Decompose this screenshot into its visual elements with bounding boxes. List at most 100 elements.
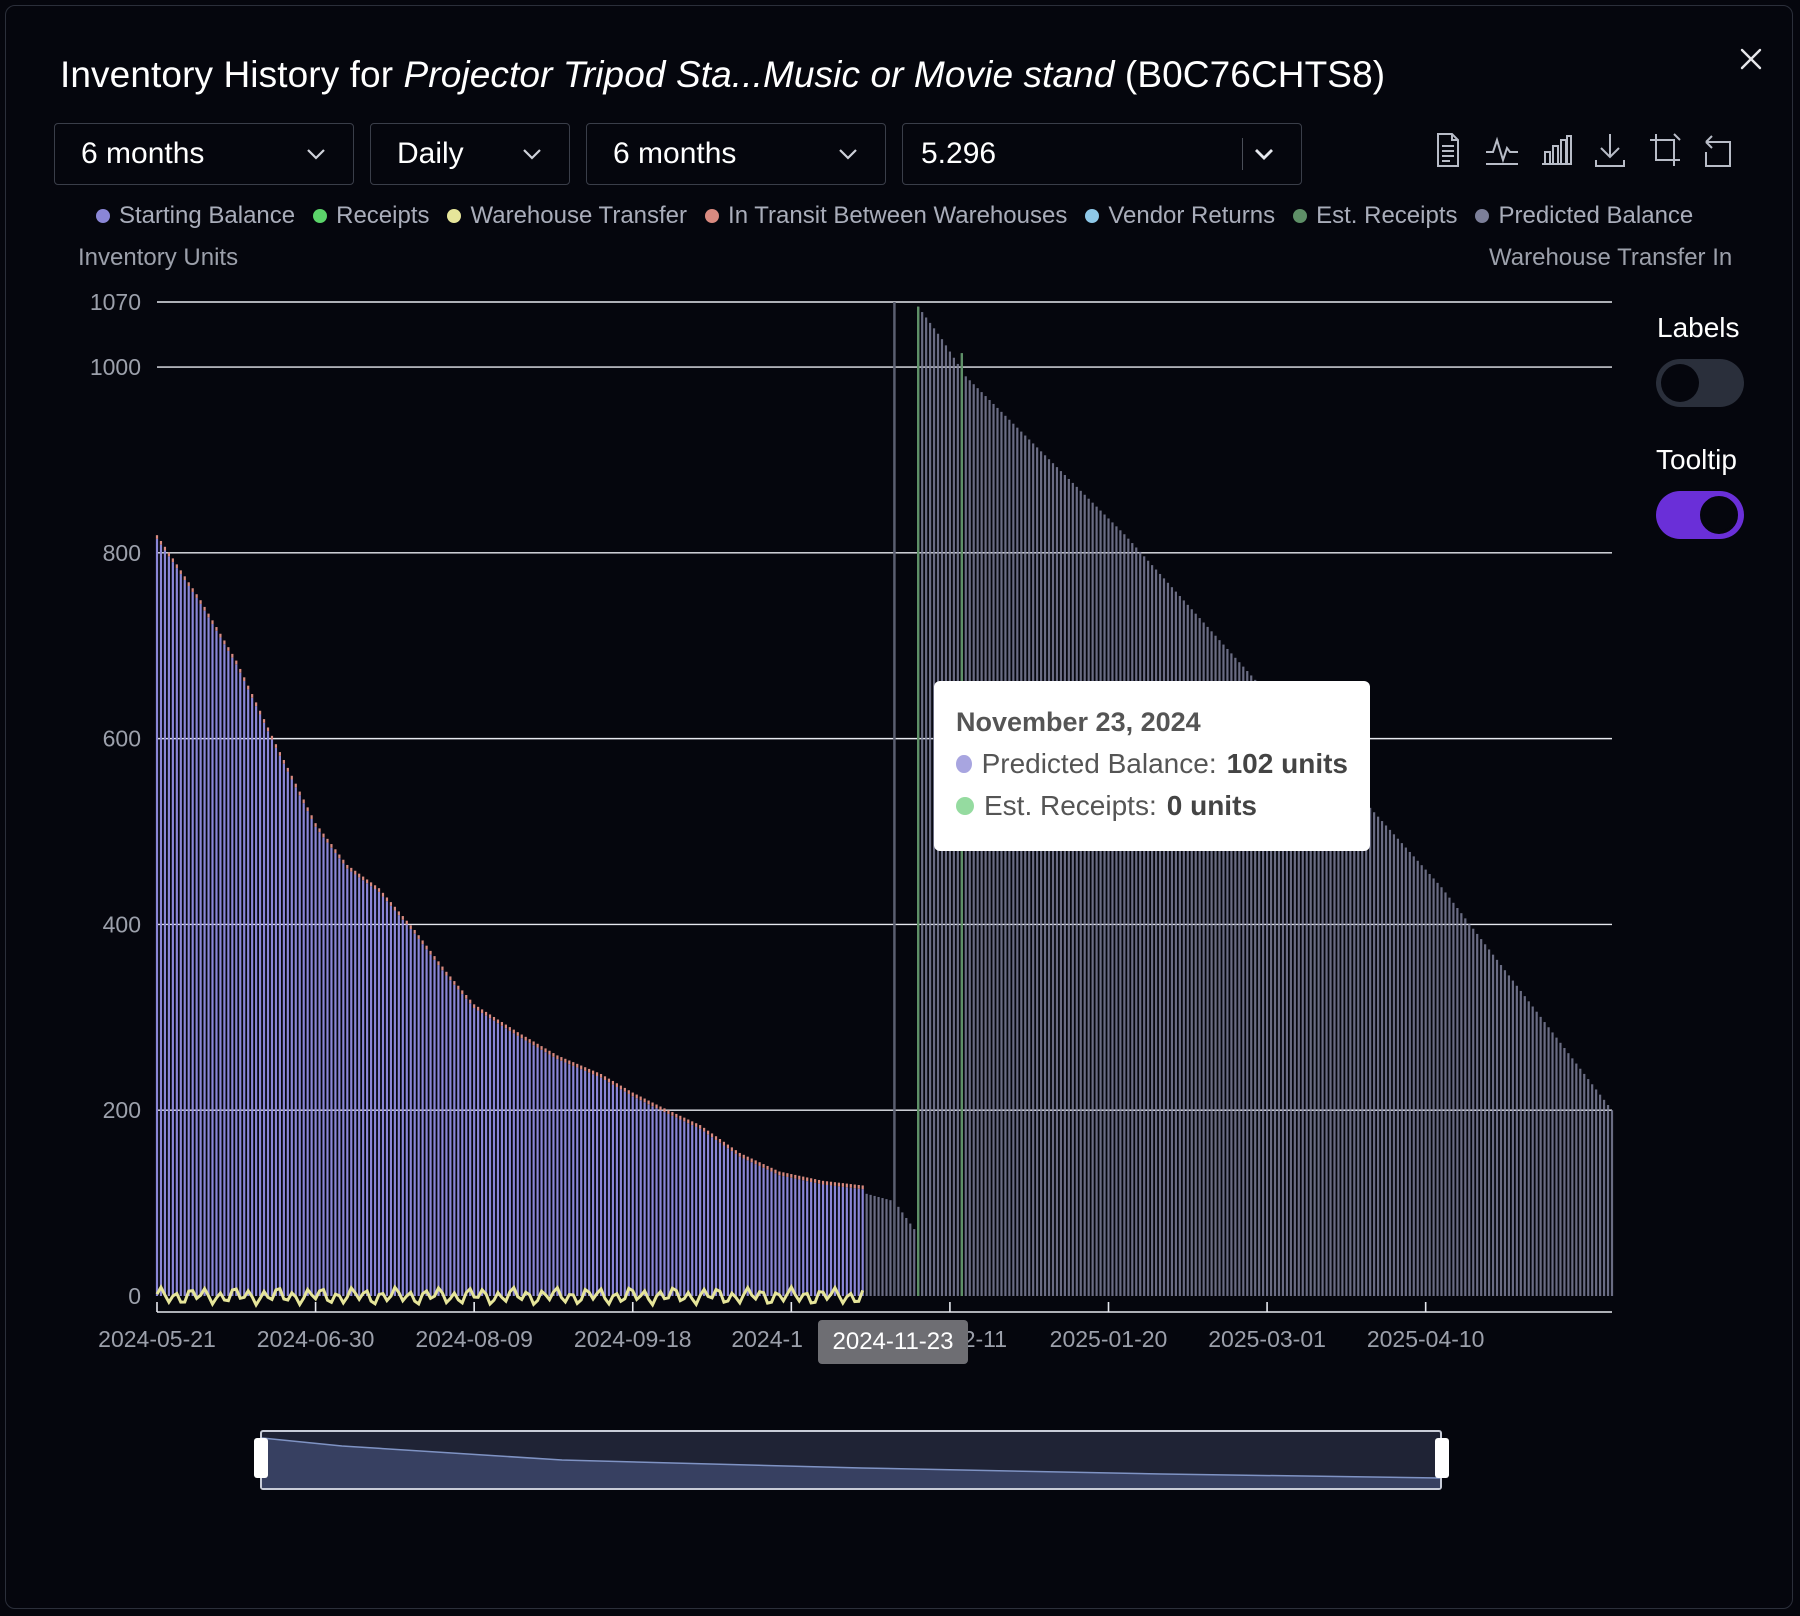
starting-balance-bar xyxy=(255,706,258,1296)
x-tick-label: 2025-01-20 xyxy=(1050,1326,1168,1352)
in-transit-bar xyxy=(853,1184,856,1189)
legend-item[interactable]: Predicted Balance xyxy=(1475,202,1693,230)
value-select[interactable]: 5.296 xyxy=(902,123,1302,185)
starting-balance-bar xyxy=(794,1178,797,1296)
labels-toggle[interactable] xyxy=(1656,359,1744,407)
in-transit-bar xyxy=(358,873,361,878)
starting-balance-bar xyxy=(528,1042,531,1296)
in-transit-bar xyxy=(516,1032,519,1036)
in-transit-bar xyxy=(576,1063,579,1068)
legend-item[interactable]: Vendor Returns xyxy=(1085,202,1275,230)
slider-handle-left[interactable] xyxy=(254,1438,268,1478)
in-transit-bar xyxy=(449,976,452,981)
in-transit-bar xyxy=(568,1060,571,1065)
starting-balance-bar xyxy=(397,915,400,1296)
data-view-icon[interactable] xyxy=(1430,130,1466,170)
in-transit-bar xyxy=(239,668,242,673)
slider-handle-right[interactable] xyxy=(1435,1438,1449,1478)
predicted-balance-bar xyxy=(1162,578,1166,1296)
starting-balance-bar xyxy=(746,1160,749,1296)
in-transit-bar xyxy=(706,1130,710,1135)
legend-dot xyxy=(705,209,720,223)
legend-label: In Transit Between Warehouses xyxy=(728,202,1068,229)
chevron-down-icon[interactable] xyxy=(1253,143,1275,165)
data-zoom-slider[interactable] xyxy=(260,1430,1442,1490)
starting-balance-bar xyxy=(342,863,345,1296)
zoom-icon[interactable] xyxy=(1646,130,1682,170)
starting-balance-bar xyxy=(282,763,285,1296)
in-transit-bar xyxy=(703,1127,706,1132)
forecast-select[interactable]: 6 months xyxy=(586,123,886,185)
predicted-balance-bar xyxy=(1444,892,1447,1296)
in-transit-bar xyxy=(778,1171,781,1176)
in-transit-bar xyxy=(211,620,214,625)
interval-select[interactable]: Daily xyxy=(370,123,570,185)
predicted-balance-bar xyxy=(1075,486,1078,1296)
starting-balance-bar xyxy=(790,1177,793,1296)
predicted-balance-bar xyxy=(1273,701,1277,1296)
starting-balance-bar xyxy=(714,1139,718,1296)
predicted-balance-bar xyxy=(1583,1073,1586,1296)
predicted-balance-bar xyxy=(1000,411,1003,1296)
predicted-balance-bar xyxy=(1511,980,1514,1296)
predicted-balance-bar xyxy=(925,317,928,1296)
legend-item[interactable]: Est. Receipts xyxy=(1293,202,1457,230)
predicted-balance-bar xyxy=(1230,653,1233,1296)
legend-item[interactable]: Warehouse Transfer xyxy=(447,202,687,230)
in-transit-bar xyxy=(552,1053,555,1057)
starting-balance-bar xyxy=(607,1082,611,1296)
predicted-balance-bar xyxy=(1020,431,1023,1297)
in-transit-bar xyxy=(786,1173,789,1177)
predicted-balance-bar xyxy=(1313,746,1316,1296)
legend-item[interactable]: In Transit Between Warehouses xyxy=(705,202,1067,230)
in-transit-bar xyxy=(251,694,254,698)
download-icon[interactable] xyxy=(1592,130,1628,170)
forecast-select-value: 6 months xyxy=(613,137,737,170)
chart-toolbar xyxy=(1430,130,1736,174)
bar-chart-icon[interactable] xyxy=(1538,130,1574,170)
line-chart-icon[interactable] xyxy=(1484,130,1520,170)
starting-balance-bar xyxy=(829,1185,833,1296)
restore-icon[interactable] xyxy=(1700,130,1736,170)
predicted-balance-bar xyxy=(1099,510,1102,1296)
tooltip-toggle[interactable] xyxy=(1656,491,1744,539)
close-icon[interactable] xyxy=(1734,42,1768,76)
in-transit-bar xyxy=(821,1180,825,1185)
starting-balance-bar xyxy=(405,924,408,1296)
legend-dot xyxy=(1475,209,1490,223)
starting-balance-bar xyxy=(441,970,444,1296)
in-transit-bar xyxy=(366,879,369,884)
starting-balance-bar xyxy=(251,697,254,1296)
legend-label: Warehouse Transfer xyxy=(470,202,688,229)
starting-balance-bar xyxy=(738,1156,741,1296)
starting-balance-bar xyxy=(754,1164,757,1296)
legend-label: Receipts xyxy=(336,202,430,229)
y-tick-label: 400 xyxy=(103,911,141,937)
starting-balance-bar xyxy=(286,771,289,1296)
starting-balance-bar xyxy=(536,1047,539,1296)
starting-balance-bar xyxy=(211,624,214,1296)
legend-item[interactable]: Receipts xyxy=(313,202,429,230)
predicted-balance-bar xyxy=(1051,463,1055,1296)
starting-balance-bar xyxy=(679,1119,682,1296)
starting-balance-bar xyxy=(159,544,163,1296)
predicted-balance-bar xyxy=(1495,959,1499,1296)
legend-item[interactable]: Starting Balance xyxy=(96,202,295,230)
starting-balance-bar xyxy=(584,1070,587,1296)
starting-balance-bar xyxy=(306,811,309,1296)
starting-balance-bar xyxy=(548,1054,551,1296)
in-transit-bar xyxy=(627,1090,630,1094)
in-transit-bar xyxy=(734,1150,737,1154)
in-transit-bar xyxy=(825,1181,829,1185)
starting-balance-bar xyxy=(857,1188,860,1296)
predicted-balance-bar xyxy=(1559,1042,1562,1296)
range-select[interactable]: 6 months xyxy=(54,123,354,185)
x-tick-label: 2024-1 xyxy=(731,1326,803,1352)
y-axis-title: Inventory Units xyxy=(78,244,239,271)
predicted-balance-bar xyxy=(1480,939,1483,1296)
in-transit-bar xyxy=(504,1024,507,1029)
predicted-balance-bar xyxy=(1198,618,1201,1296)
predicted-balance-bar xyxy=(1250,675,1253,1296)
starting-balance-bar xyxy=(588,1072,591,1296)
in-transit-bar xyxy=(223,640,226,645)
